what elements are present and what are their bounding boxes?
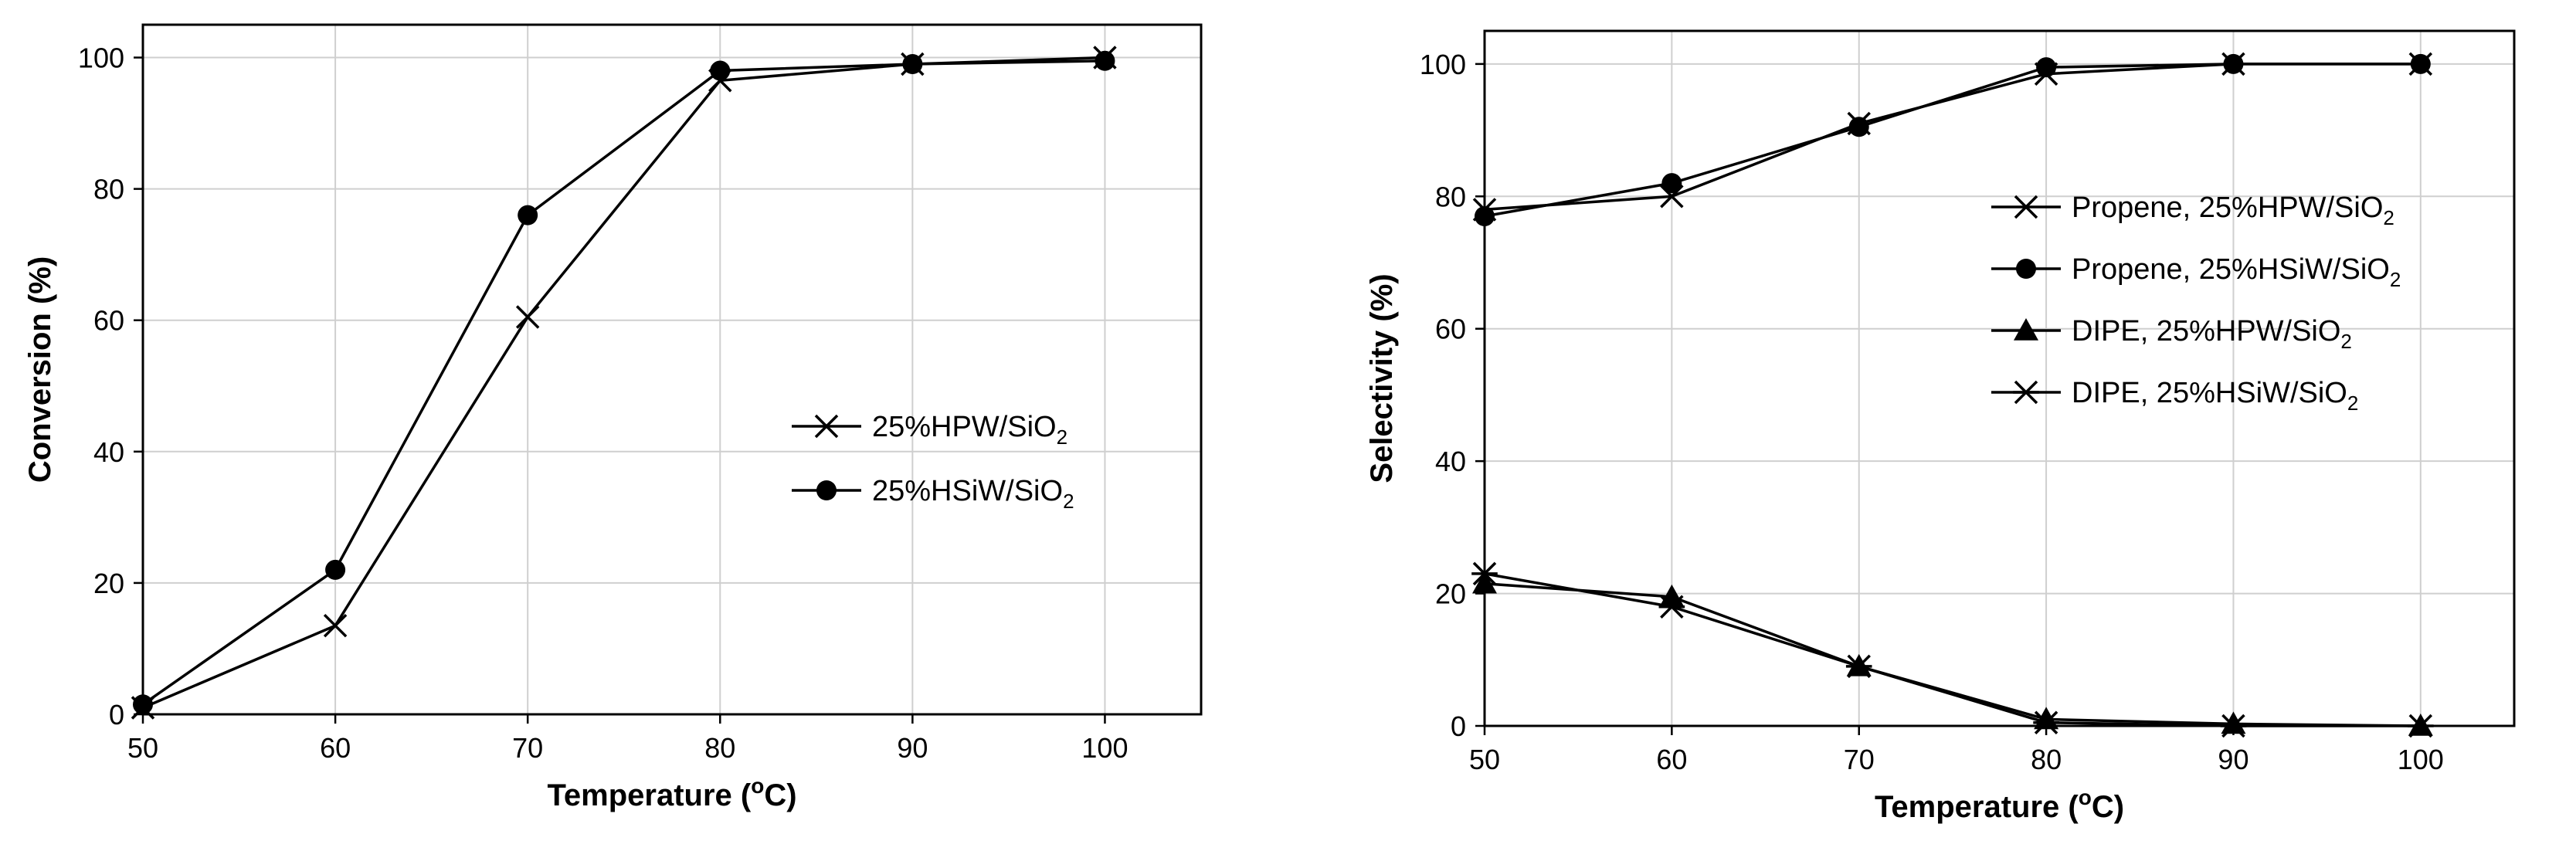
x-axis-title: Temperature (oC) bbox=[1875, 785, 2124, 824]
y-tick-label: 40 bbox=[1435, 446, 1466, 477]
y-tick-label: 60 bbox=[93, 305, 124, 337]
legend: Propene, 25%HPW/SiO2 Propene, 25%HSiW/SiO… bbox=[1991, 192, 2401, 415]
x-tick-label: 50 bbox=[127, 732, 158, 764]
x-axis-title: Temperature (oC) bbox=[547, 774, 796, 812]
legend-label: 25%HSiW/SiO2 bbox=[872, 475, 1074, 513]
conversion-chart: 50 60 70 80 90 100 0 20 40 60 80 100 Temperature (oC… bbox=[23, 23, 1203, 812]
legend-item: Propene, 25%HSiW/SiO2 bbox=[1991, 253, 2401, 291]
y-tick-label: 0 bbox=[109, 699, 124, 731]
selectivity-chart-panel: 50 60 70 80 90 100 0 20 40 60 80 100 Temperature (oC… bbox=[1344, 0, 2576, 851]
data-point bbox=[1475, 206, 1495, 226]
axis-ticks: 50 60 70 80 90 100 0 20 40 60 80 100 bbox=[1420, 49, 2444, 775]
legend-item: 25%HSiW/SiO2 bbox=[792, 475, 1074, 513]
data-point bbox=[323, 613, 348, 638]
data-point bbox=[2408, 714, 2434, 738]
y-tick-label: 40 bbox=[93, 436, 124, 468]
y-tick-label: 100 bbox=[1420, 49, 1466, 80]
legend-item: Propene, 25%HPW/SiO2 bbox=[1991, 192, 2394, 229]
x-tick-label: 100 bbox=[1081, 732, 1128, 764]
y-tick-label: 20 bbox=[93, 568, 124, 599]
legend-item: 25%HPW/SiO2 bbox=[792, 411, 1067, 449]
y-tick-label: 60 bbox=[1435, 314, 1466, 345]
legend-item: DIPE, 25%HPW/SiO2 bbox=[1991, 315, 2352, 353]
x-tick-label: 60 bbox=[320, 732, 351, 764]
x-tick-label: 70 bbox=[512, 732, 543, 764]
data-point bbox=[2220, 714, 2247, 738]
gridlines bbox=[143, 25, 1201, 714]
x-tick-label: 90 bbox=[897, 732, 928, 764]
plot-frame bbox=[1483, 29, 2516, 727]
data-point bbox=[2223, 53, 2244, 74]
axis-ticks: 50 60 70 80 90 100 0 20 40 60 80 100 bbox=[78, 42, 1128, 764]
data-point bbox=[518, 205, 538, 225]
data-point bbox=[2036, 57, 2057, 78]
legend-label: 25%HPW/SiO2 bbox=[872, 411, 1067, 449]
data-point bbox=[1095, 50, 1115, 71]
series-line bbox=[1484, 572, 2421, 727]
legend-label: Propene, 25%HPW/SiO2 bbox=[2072, 192, 2394, 229]
legend-label: DIPE, 25%HPW/SiO2 bbox=[2072, 315, 2352, 353]
series-2 bbox=[1475, 53, 2431, 226]
y-tick-label: 100 bbox=[78, 42, 124, 74]
data-point bbox=[1661, 173, 1682, 194]
series-line bbox=[1484, 63, 2421, 212]
data-point bbox=[2221, 711, 2246, 734]
series-line bbox=[1484, 581, 2421, 727]
y-axis-title: Selectivity (%) bbox=[1365, 273, 1399, 483]
y-axis-title: Conversion (%) bbox=[23, 256, 57, 483]
y-tick-label: 80 bbox=[93, 174, 124, 205]
legend-label: Propene, 25%HSiW/SiO2 bbox=[2072, 253, 2401, 291]
gridlines bbox=[1485, 31, 2514, 726]
conversion-chart-panel: 50 60 70 80 90 100 0 20 40 60 80 100 Temperature (oC… bbox=[0, 0, 1236, 851]
selectivity-chart: 50 60 70 80 90 100 0 20 40 60 80 100 Temperature (oC… bbox=[1365, 29, 2516, 824]
x-tick-label: 50 bbox=[1469, 744, 1500, 775]
legend-marker bbox=[2014, 195, 2038, 219]
x-tick-label: 60 bbox=[1656, 744, 1687, 775]
legend-marker bbox=[814, 414, 839, 439]
data-point bbox=[902, 54, 923, 75]
legend-item: DIPE, 25%HSiW/SiO2 bbox=[1991, 377, 2358, 415]
data-point bbox=[1471, 561, 1498, 586]
series-4 bbox=[1471, 561, 2434, 738]
series-line bbox=[141, 59, 1105, 706]
legend-marker bbox=[2016, 259, 2036, 279]
series-2 bbox=[133, 50, 1115, 715]
data-point bbox=[325, 559, 346, 580]
data-point bbox=[133, 694, 153, 715]
x-tick-label: 80 bbox=[704, 732, 735, 764]
data-point bbox=[710, 60, 731, 81]
series-line bbox=[1484, 63, 2421, 218]
y-tick-label: 20 bbox=[1435, 578, 1466, 610]
data-point bbox=[1845, 654, 1872, 679]
x-tick-label: 70 bbox=[1844, 744, 1875, 775]
plot-frame bbox=[141, 23, 1203, 716]
legend: 25%HPW/SiO2 25%HSiW/SiO2 bbox=[792, 411, 1074, 513]
x-tick-label: 100 bbox=[2398, 744, 2444, 775]
x-tick-label: 80 bbox=[2031, 744, 2062, 775]
legend-marker bbox=[816, 480, 837, 500]
data-point bbox=[2410, 53, 2431, 74]
data-point bbox=[1658, 595, 1685, 619]
y-tick-label: 80 bbox=[1435, 181, 1466, 212]
legend-marker bbox=[2014, 318, 2038, 341]
x-tick-label: 90 bbox=[2218, 744, 2248, 775]
data-point bbox=[515, 305, 540, 329]
y-tick-label: 0 bbox=[1451, 710, 1466, 742]
legend-marker bbox=[2013, 380, 2039, 405]
data-point bbox=[2033, 710, 2059, 734]
legend-label: DIPE, 25%HSiW/SiO2 bbox=[2072, 377, 2358, 415]
series-line bbox=[142, 56, 1105, 710]
series-1 bbox=[131, 46, 1117, 720]
data-point bbox=[1472, 571, 1497, 594]
data-point bbox=[1848, 117, 1869, 137]
